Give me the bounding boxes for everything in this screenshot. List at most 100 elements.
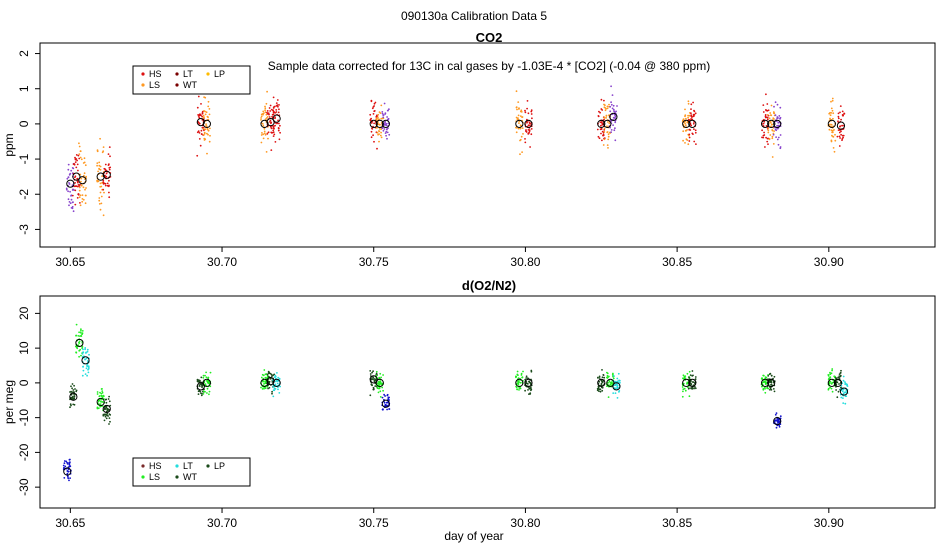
data-point: [773, 130, 775, 133]
data-point: [372, 134, 374, 137]
data-point: [201, 386, 204, 388]
data-point: [100, 388, 103, 390]
data-point: [201, 112, 204, 115]
data-point: [387, 397, 390, 399]
data-point: [264, 107, 267, 110]
data-point: [374, 385, 377, 387]
legend-label: LS: [149, 472, 160, 482]
data-point: [767, 127, 770, 130]
data-point: [381, 396, 384, 399]
data-point: [378, 387, 381, 389]
data-point: [371, 127, 374, 130]
co2-data-points: [65, 85, 846, 217]
group-mean-marker: [773, 119, 782, 128]
data-point: [837, 120, 839, 123]
data-point: [264, 109, 266, 112]
data-point: [683, 375, 686, 378]
data-point: [384, 112, 387, 115]
data-point: [202, 114, 205, 117]
data-point: [201, 384, 204, 387]
data-point: [614, 384, 617, 387]
group-mean-marker: [260, 119, 269, 128]
data-point: [775, 412, 778, 414]
y-tick-label: 1: [17, 85, 31, 92]
data-point: [200, 129, 203, 132]
o2n2-ylabel: per meg: [2, 380, 16, 424]
data-point: [829, 373, 832, 376]
data-point: [209, 134, 211, 137]
data-point: [208, 393, 210, 396]
data-point: [842, 397, 844, 399]
data-point: [103, 191, 105, 194]
data-point: [76, 197, 79, 199]
data-point: [71, 205, 74, 208]
data-point: [831, 97, 834, 100]
x-axis-label: day of year: [444, 529, 503, 543]
data-point: [96, 180, 99, 183]
data-point: [383, 128, 386, 130]
x-tick-label: 30.85: [662, 255, 692, 269]
data-point: [829, 371, 831, 374]
data-point: [207, 380, 210, 383]
data-point: [378, 127, 381, 130]
data-point: [84, 188, 86, 191]
data-point: [260, 115, 263, 118]
data-point: [71, 391, 74, 393]
data-point: [519, 115, 522, 117]
data-point: [610, 85, 612, 88]
data-point: [771, 129, 774, 131]
data-point: [602, 374, 605, 376]
data-point: [78, 349, 81, 352]
data-point: [260, 386, 262, 389]
data-point: [102, 214, 105, 217]
data-point: [772, 388, 775, 390]
group-mean-marker: [266, 118, 275, 127]
data-point: [829, 386, 831, 389]
data-point: [88, 353, 90, 356]
data-point: [528, 393, 530, 395]
data-point: [80, 180, 82, 183]
x-tick-label: 30.90: [814, 255, 844, 269]
data-point: [844, 381, 846, 383]
data-point: [264, 380, 266, 383]
data-point: [264, 133, 267, 136]
data-point: [79, 204, 82, 207]
data-point: [682, 388, 685, 391]
data-point: [693, 140, 696, 143]
data-point: [77, 169, 79, 172]
data-point: [272, 374, 274, 377]
data-point: [518, 108, 520, 110]
data-point: [63, 477, 66, 479]
data-point: [614, 392, 617, 394]
data-point: [520, 135, 523, 138]
data-point: [197, 95, 200, 98]
data-point: [277, 105, 279, 108]
data-point: [373, 102, 376, 105]
legend-label: WT: [183, 472, 197, 482]
data-point: [773, 375, 776, 378]
data-point: [515, 90, 518, 93]
data-point: [105, 172, 108, 175]
data-point: [102, 188, 105, 191]
data-point: [375, 370, 378, 373]
data-point: [70, 169, 73, 172]
data-point: [98, 168, 101, 171]
data-point: [613, 117, 616, 119]
data-point: [207, 376, 210, 379]
data-point: [75, 154, 78, 156]
data-point: [692, 122, 695, 125]
data-point: [771, 137, 774, 140]
data-point: [87, 368, 89, 371]
data-point: [79, 156, 82, 159]
data-point: [276, 99, 279, 101]
data-point: [769, 112, 772, 114]
data-point: [690, 383, 693, 385]
data-point: [370, 136, 373, 139]
data-point: [78, 196, 81, 199]
data-point: [80, 329, 82, 332]
data-point: [381, 111, 384, 113]
co2-title: CO2: [476, 30, 503, 45]
data-point: [68, 201, 71, 203]
data-point: [97, 407, 100, 410]
data-point: [607, 381, 609, 384]
